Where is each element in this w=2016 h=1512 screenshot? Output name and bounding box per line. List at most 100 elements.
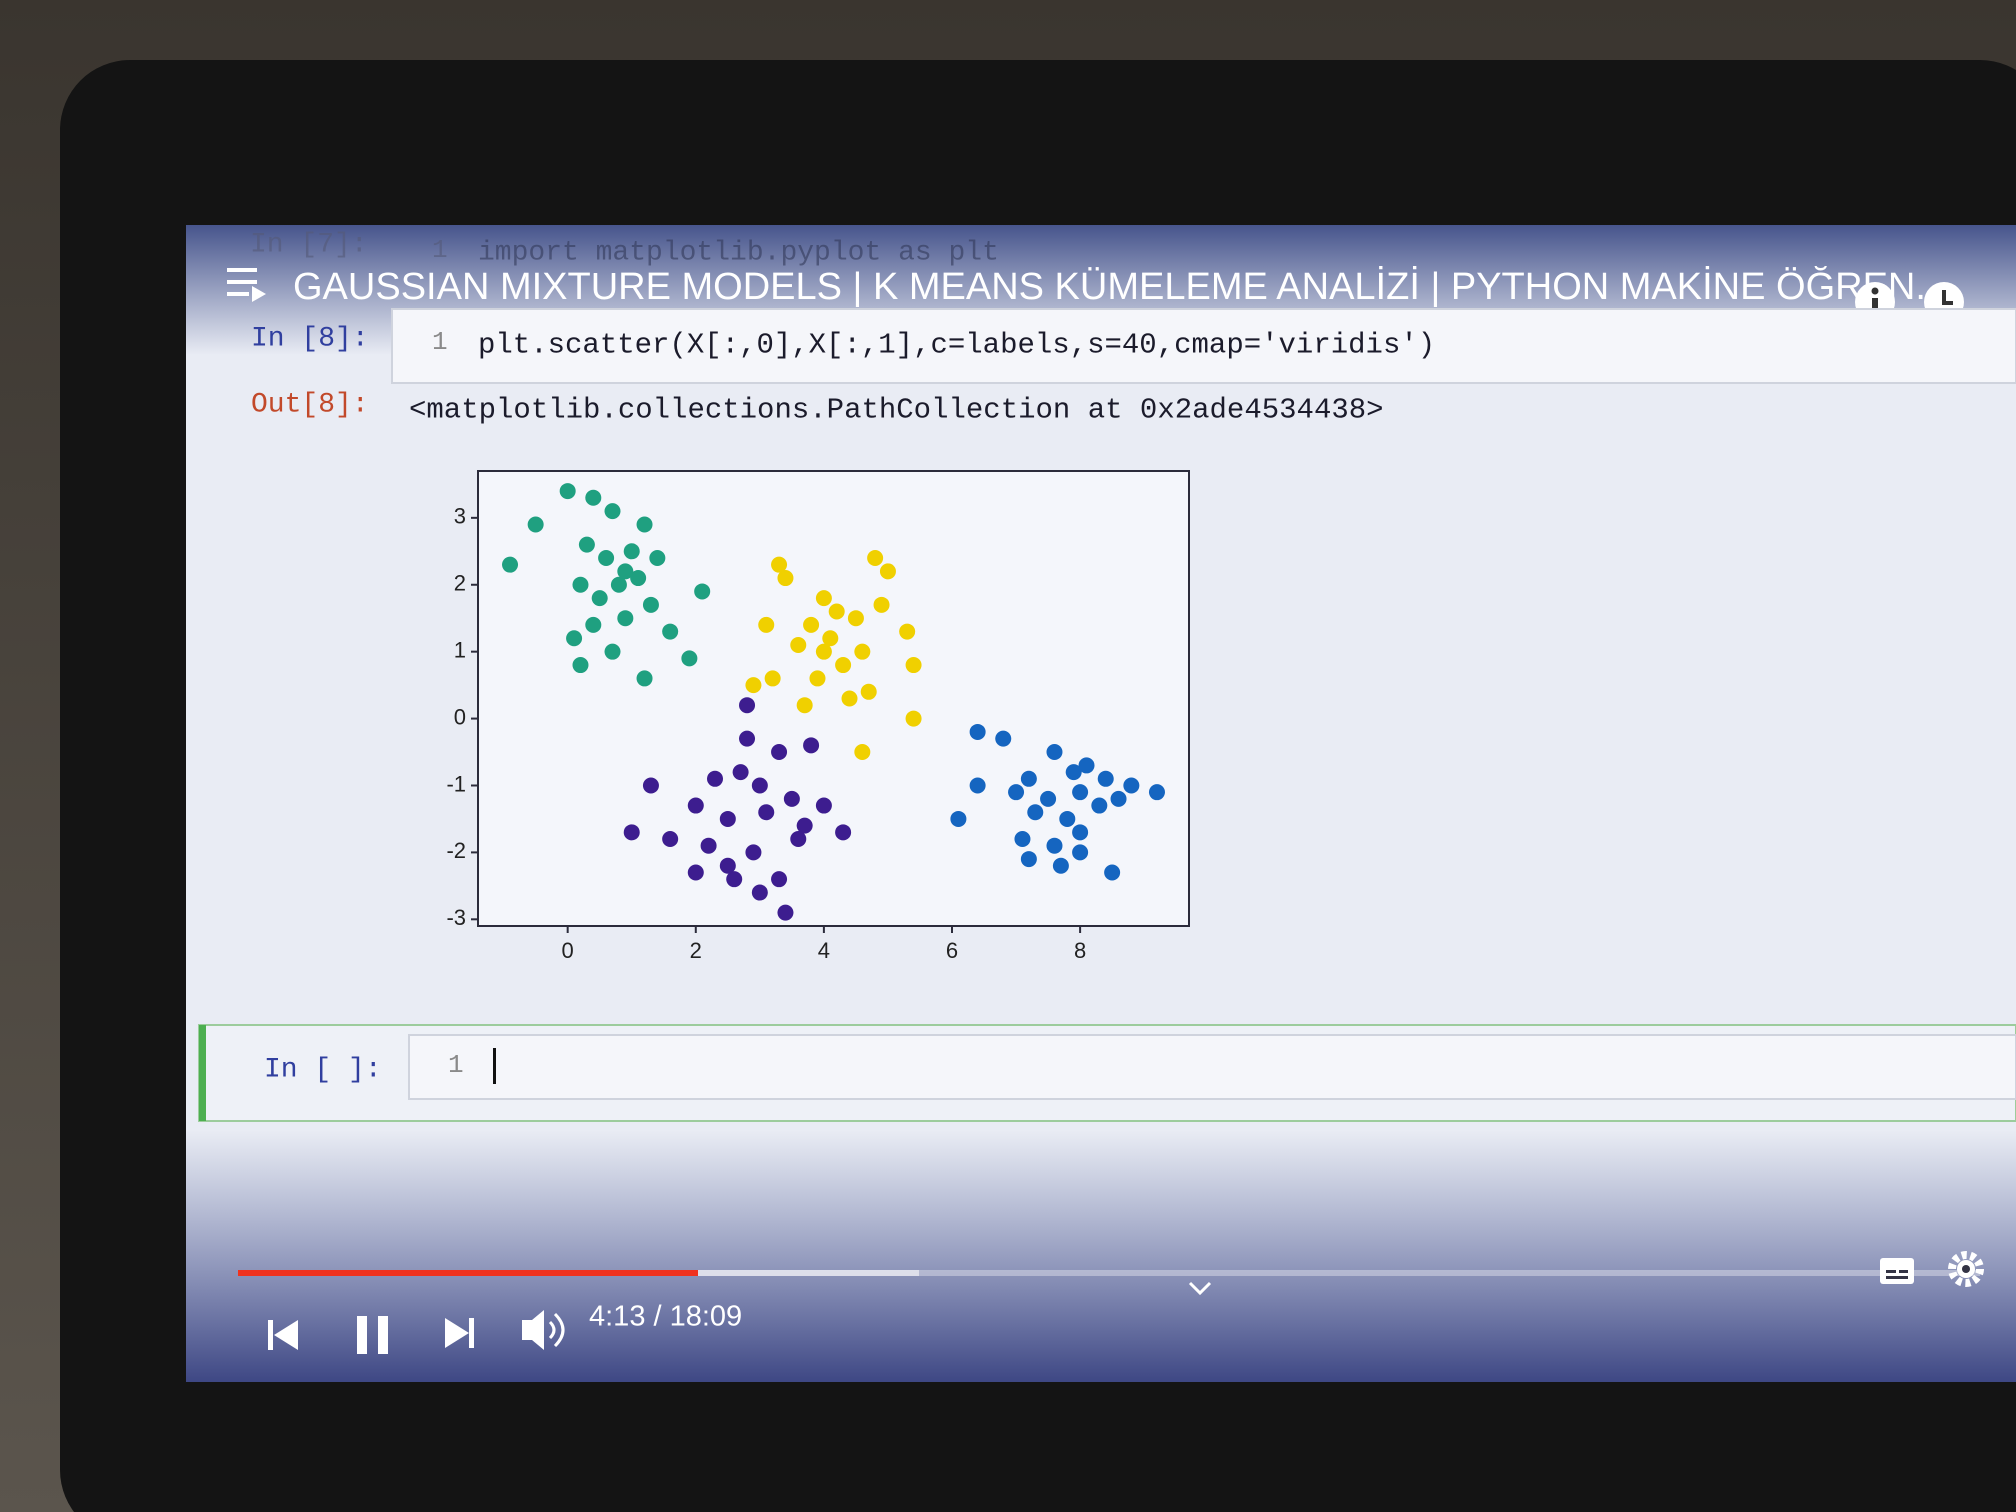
scatter-point xyxy=(860,683,877,700)
scatter-point xyxy=(1072,824,1089,841)
scatter-point xyxy=(1123,777,1140,794)
scatter-point xyxy=(771,871,788,888)
progress-played xyxy=(238,1270,698,1276)
scatter-point xyxy=(867,549,884,566)
menu-icon[interactable] xyxy=(227,268,266,302)
scatter-point xyxy=(879,563,896,580)
scatter-point xyxy=(502,556,519,573)
scatter-point xyxy=(585,616,602,633)
scatter-point xyxy=(610,576,627,593)
scatter-point xyxy=(803,616,820,633)
cell-prompt: In [7]: xyxy=(250,229,368,260)
scatter-point xyxy=(726,871,743,888)
y-tick-label: 3 xyxy=(454,504,466,529)
scatter-point xyxy=(815,590,832,607)
scatter-chart: -3 -2 -1 0 1 2 3 0 2 4 6 8 xyxy=(446,470,1190,963)
scatter-point xyxy=(617,563,634,580)
scatter-point xyxy=(1091,797,1108,814)
scatter-point xyxy=(623,543,640,560)
scatter-point xyxy=(1148,784,1165,801)
x-tick-label: 0 xyxy=(562,938,574,963)
scatter-point xyxy=(1014,831,1031,848)
cell-indicator xyxy=(199,1025,206,1121)
y-tick-label: -3 xyxy=(446,905,466,930)
previous-button[interactable] xyxy=(268,1320,298,1350)
scatter-point xyxy=(1046,837,1063,854)
scatter-point xyxy=(899,623,916,640)
scatter-point xyxy=(604,503,621,520)
scatter-point xyxy=(687,797,704,814)
scatter-point xyxy=(873,596,890,613)
scatter-point xyxy=(636,516,653,533)
scatter-point xyxy=(771,744,788,761)
scatter-point xyxy=(847,610,864,627)
progress-track[interactable] xyxy=(238,1270,1980,1276)
scatter-point xyxy=(527,516,544,533)
scatter-point xyxy=(1020,851,1037,868)
scatter-point xyxy=(707,770,723,787)
scatter-point xyxy=(1078,757,1095,774)
scatter-point xyxy=(828,603,845,620)
cell-prompt: In [8]: xyxy=(251,323,369,354)
scatter-point xyxy=(995,730,1012,747)
text-cursor xyxy=(493,1048,496,1084)
x-tick-label: 8 xyxy=(1074,938,1086,963)
scatter-point xyxy=(835,824,852,841)
scatter-point xyxy=(777,570,794,587)
scatter-point xyxy=(604,643,621,660)
scatter-point xyxy=(783,790,800,807)
scatter-point xyxy=(764,670,781,687)
scatter-point xyxy=(809,670,826,687)
scatter-point xyxy=(1020,770,1037,787)
line-number: 1 xyxy=(432,235,448,265)
scatter-point xyxy=(751,884,768,901)
scatter-point xyxy=(777,904,794,921)
scatter-point xyxy=(578,536,595,553)
scatter-point xyxy=(700,837,717,854)
y-tick-label: -2 xyxy=(446,838,466,863)
scatter-point xyxy=(758,804,775,821)
output-text: <matplotlib.collections.PathCollection a… xyxy=(409,394,1384,427)
scatter-point xyxy=(719,857,736,874)
settings-button[interactable] xyxy=(1948,1251,1984,1287)
subtitles-button[interactable] xyxy=(1880,1258,1914,1284)
scatter-point xyxy=(662,623,679,640)
scatter-point xyxy=(835,657,852,674)
scatter-point xyxy=(796,697,813,714)
scatter-point xyxy=(732,764,749,781)
volume-button[interactable] xyxy=(522,1310,565,1350)
scatter-point xyxy=(796,817,813,834)
scatter-point xyxy=(1104,864,1121,881)
code-box[interactable] xyxy=(391,308,2016,384)
scatter-point xyxy=(636,670,653,687)
scatter-point xyxy=(969,723,986,740)
chevron-icon[interactable] xyxy=(1188,1281,1212,1296)
scatter-point xyxy=(790,831,807,848)
pause-button[interactable] xyxy=(357,1316,388,1354)
y-tick-label: 2 xyxy=(454,571,466,596)
scatter-point xyxy=(566,630,583,647)
scatter-point xyxy=(950,810,967,827)
scatter-point xyxy=(745,844,762,861)
scatter-point xyxy=(822,630,839,647)
y-tick-label: -1 xyxy=(446,771,466,796)
code-box[interactable] xyxy=(408,1034,2016,1100)
scatter-point xyxy=(1046,744,1063,761)
scatter-point xyxy=(815,643,832,660)
scatter-point xyxy=(790,636,807,653)
scatter-point xyxy=(623,824,640,841)
scatter-point xyxy=(585,489,602,506)
scatter-point xyxy=(905,657,922,674)
scatter-point xyxy=(854,643,871,660)
cell-prompt: In [ ]: xyxy=(264,1054,382,1085)
next-button[interactable] xyxy=(445,1318,474,1348)
scatter-point xyxy=(642,596,659,613)
plot-area xyxy=(477,470,1190,927)
scatter-point xyxy=(1097,770,1114,787)
scatter-point xyxy=(751,777,768,794)
video-title[interactable]: GAUSSIAN MIXTURE MODELS | K MEANS KÜMELE… xyxy=(293,264,1947,308)
scatter-point xyxy=(719,810,736,827)
